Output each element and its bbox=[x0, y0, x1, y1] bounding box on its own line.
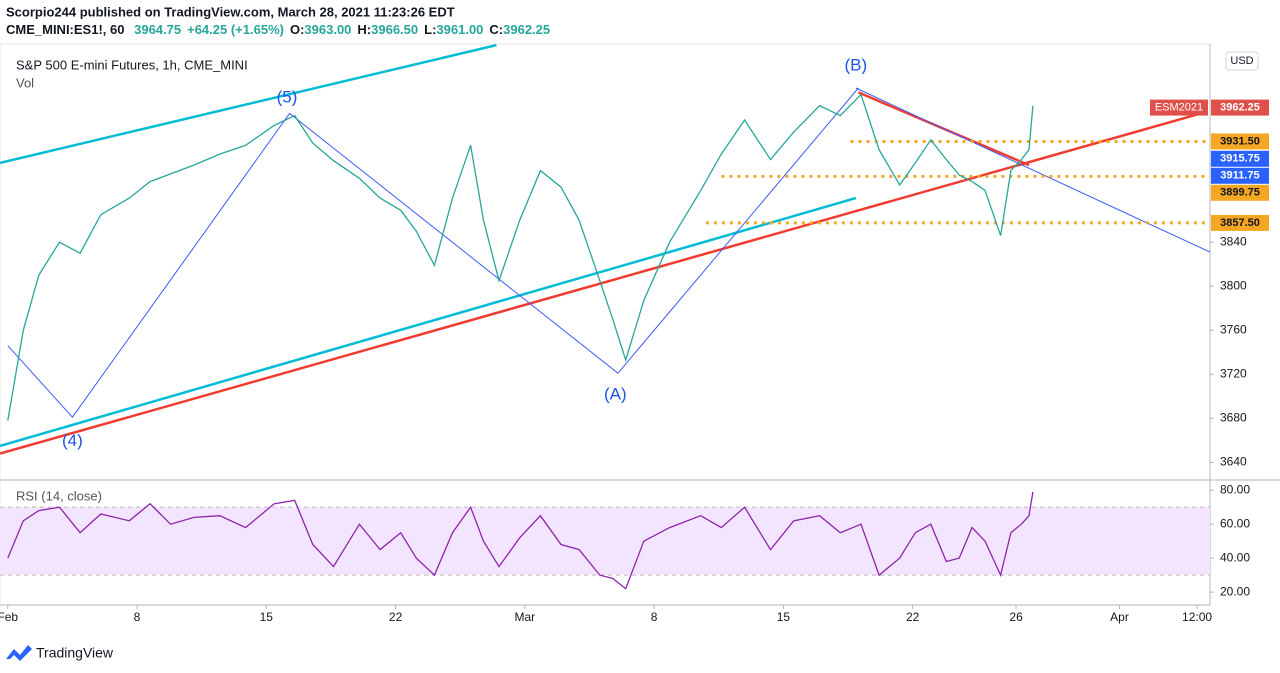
x-tick-label: 26 bbox=[1009, 610, 1023, 624]
brand: TradingView bbox=[36, 645, 114, 661]
series-name-box bbox=[1150, 99, 1208, 116]
trendline bbox=[0, 44, 497, 165]
trendline bbox=[855, 87, 1210, 253]
rsi-band bbox=[0, 507, 1210, 576]
price-label-box bbox=[1211, 214, 1269, 231]
y-tick-label: 40.00 bbox=[1220, 550, 1250, 564]
wave-label: (B) bbox=[844, 56, 867, 75]
ohlc-key: C: bbox=[489, 22, 503, 37]
x-tick-label: 15 bbox=[777, 610, 791, 624]
x-tick-label: 22 bbox=[389, 610, 403, 624]
y-tick-label: 60.00 bbox=[1220, 516, 1250, 530]
ohlc-value: 3962.25 bbox=[503, 22, 550, 37]
ohlc-key: H: bbox=[357, 22, 371, 37]
y-tick-label: 3760 bbox=[1220, 322, 1247, 336]
price-label-box bbox=[1211, 184, 1269, 201]
trendline bbox=[7, 87, 859, 418]
x-tick-label: 15 bbox=[260, 610, 274, 624]
price-label: 3962.25 bbox=[1220, 101, 1260, 113]
trendline bbox=[0, 111, 1206, 455]
x-tick-label: 12:00 bbox=[1182, 610, 1212, 624]
price-label: 3915.75 bbox=[1220, 153, 1260, 165]
pane-plot bbox=[0, 44, 1210, 455]
y-tick-label: 3800 bbox=[1220, 278, 1247, 292]
ohlc-key: O: bbox=[290, 22, 304, 37]
last-price: 3964.75 bbox=[134, 22, 181, 37]
price-label-box bbox=[1211, 167, 1269, 184]
price-label: 3857.50 bbox=[1220, 217, 1260, 229]
y-tick-label: 20.00 bbox=[1220, 584, 1250, 598]
wave-label: (4) bbox=[62, 431, 83, 450]
trendline bbox=[0, 196, 857, 448]
chart-title: S&P 500 E-mini Futures, 1h, CME_MINI bbox=[16, 57, 248, 72]
price-label: 3899.75 bbox=[1220, 187, 1260, 199]
wave-label: (A) bbox=[604, 385, 627, 404]
volume-label: Vol bbox=[16, 75, 34, 90]
price-label-box bbox=[1211, 150, 1269, 167]
currency[interactable]: USD bbox=[1230, 55, 1253, 67]
y-tick-label: 3640 bbox=[1220, 455, 1247, 469]
ohlc-key: L: bbox=[424, 22, 436, 37]
rsi-title: RSI (14, close) bbox=[16, 488, 102, 503]
symbol: CME_MINI:ES1!, 60 bbox=[6, 22, 124, 37]
y-tick-label: 3840 bbox=[1220, 234, 1247, 248]
change: +64.25 (+1.65%) bbox=[187, 22, 284, 37]
price-label-box bbox=[1211, 133, 1269, 150]
ohlc-value: 3961.00 bbox=[436, 22, 483, 37]
symbol-line: CME_MINI:ES1!, 60 3964.75 +64.25 (+1.65%)… bbox=[6, 22, 550, 37]
x-tick-label: 22 bbox=[906, 610, 920, 624]
series-line bbox=[7, 491, 1034, 590]
series-name: ESM2021 bbox=[1155, 101, 1203, 113]
x-tick-label: 8 bbox=[651, 610, 658, 624]
ohlc-value: 3966.50 bbox=[371, 22, 418, 37]
series-line bbox=[7, 93, 1034, 421]
price-label: 3911.75 bbox=[1220, 170, 1259, 182]
logo-icon bbox=[6, 645, 32, 661]
x-tick-label: Feb bbox=[0, 610, 18, 624]
logo bbox=[6, 645, 32, 661]
y-tick-label: 3720 bbox=[1220, 366, 1247, 380]
x-tick-label: Apr bbox=[1110, 610, 1129, 624]
pane-plot bbox=[0, 491, 1210, 590]
price-label-box bbox=[1211, 99, 1269, 116]
currency-box[interactable] bbox=[1225, 51, 1259, 71]
ohlc-value: 3963.00 bbox=[304, 22, 351, 37]
wave-label: (5) bbox=[277, 87, 298, 106]
y-tick-label: 3680 bbox=[1220, 411, 1247, 425]
y-tick-label: 80.00 bbox=[1220, 482, 1250, 496]
x-tick-label: Mar bbox=[515, 610, 536, 624]
publisher: Scorpio244 published on TradingView.com,… bbox=[6, 4, 455, 19]
price-label: 3931.50 bbox=[1220, 135, 1260, 147]
x-tick-label: 8 bbox=[134, 610, 141, 624]
